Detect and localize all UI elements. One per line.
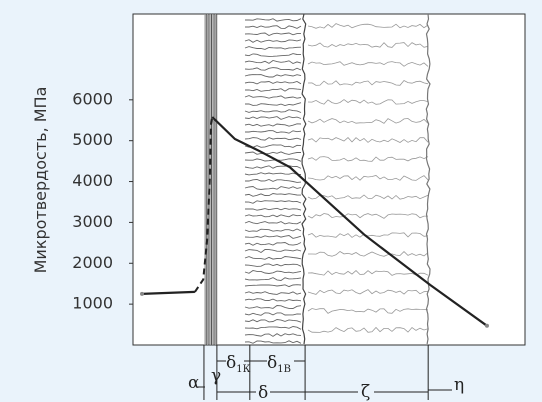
grain-line <box>244 172 302 176</box>
grain-line <box>244 333 302 337</box>
region-symbol: ζ <box>361 382 370 402</box>
y-tick-label: 5000 <box>72 130 113 149</box>
y-tick-label: 4000 <box>72 171 113 190</box>
grain-line <box>244 39 302 43</box>
point <box>140 291 145 296</box>
grain-line <box>244 319 302 323</box>
grain-line <box>244 326 302 330</box>
grain-line <box>307 213 428 219</box>
grain-line <box>244 46 302 50</box>
grain-line <box>307 175 429 181</box>
layer-edge <box>301 13 307 345</box>
grain-line <box>244 249 302 254</box>
grain-line <box>307 42 429 48</box>
region-label: δ1В <box>267 353 291 375</box>
grain-line <box>307 326 429 333</box>
grain-line <box>244 123 302 127</box>
grain-line <box>244 277 302 281</box>
grain-line <box>307 61 429 67</box>
point <box>484 323 489 328</box>
region-label: δ <box>258 383 268 402</box>
grain-line <box>244 291 302 295</box>
grain-line <box>244 298 302 302</box>
region-symbol: δ <box>267 353 277 373</box>
y-axis-label: Микротвердость, МПа <box>31 87 50 274</box>
region-label: α <box>188 373 200 393</box>
grain-line <box>307 270 429 276</box>
grain-line <box>244 207 302 211</box>
grain-line <box>244 270 302 274</box>
line <box>194 116 214 293</box>
grain-line <box>244 102 302 106</box>
y-tick-label: 6000 <box>72 89 113 108</box>
region-symbol: δ <box>258 383 268 402</box>
grain-line <box>307 289 429 295</box>
grain-line <box>307 23 429 29</box>
region-label: γ <box>211 366 221 386</box>
grain-line <box>245 18 302 22</box>
grain-line <box>244 193 302 197</box>
grain-line <box>307 156 429 162</box>
line <box>141 290 195 295</box>
region-subscript: 1В <box>277 364 291 375</box>
region-symbol: δ <box>226 353 236 373</box>
grain-line <box>244 88 302 92</box>
region-symbol: γ <box>211 366 221 386</box>
region-symbol: α <box>188 373 200 393</box>
grain-line <box>244 95 302 99</box>
grain-line <box>244 137 302 141</box>
line <box>211 116 488 327</box>
grain-line <box>308 251 429 257</box>
grain-line <box>307 308 429 314</box>
grain-line <box>244 284 302 288</box>
grain-line <box>244 214 302 218</box>
plot-area <box>132 13 526 346</box>
grain-line <box>244 74 302 78</box>
grain-line <box>244 200 302 204</box>
grain-line <box>307 194 429 200</box>
grain-line <box>307 137 429 143</box>
grain-line <box>245 179 302 183</box>
grain-line <box>244 158 302 162</box>
region-symbol: η <box>454 375 464 395</box>
region-label: η <box>454 375 464 395</box>
marks <box>140 116 489 328</box>
grain-line <box>244 221 302 225</box>
grain-line <box>244 165 302 169</box>
y-tick-label: 2000 <box>72 253 113 272</box>
micrograph-texture <box>204 13 431 345</box>
grain-line <box>245 130 302 134</box>
grain-line <box>307 99 429 105</box>
grain-line <box>244 312 302 316</box>
y-tick-label: 3000 <box>72 212 113 231</box>
grain-line <box>244 67 302 71</box>
grain-line <box>244 116 302 120</box>
grain-line <box>244 109 302 113</box>
grain-line <box>244 256 302 260</box>
grain-line <box>307 232 429 238</box>
y-tick-label: 1000 <box>72 294 113 313</box>
grain-line <box>244 242 302 246</box>
grain-line <box>244 228 302 232</box>
grain-line <box>244 151 301 155</box>
grain-line <box>244 235 302 239</box>
grain-line <box>244 81 302 85</box>
grain-line <box>244 32 301 37</box>
grain-line <box>244 53 302 57</box>
grain-line <box>244 263 302 267</box>
grain-line <box>244 305 302 309</box>
grain-line <box>245 25 302 29</box>
layer-edge <box>425 13 431 345</box>
grain-line <box>244 340 302 344</box>
region-subscript: 1К <box>236 364 250 375</box>
grain-line <box>244 144 302 148</box>
grain-line <box>307 79 429 86</box>
grain-line <box>244 60 302 65</box>
region-label: ζ <box>361 382 370 402</box>
grain-line <box>307 118 429 124</box>
grain-line <box>244 186 302 190</box>
region-label: δ1К <box>226 353 251 375</box>
